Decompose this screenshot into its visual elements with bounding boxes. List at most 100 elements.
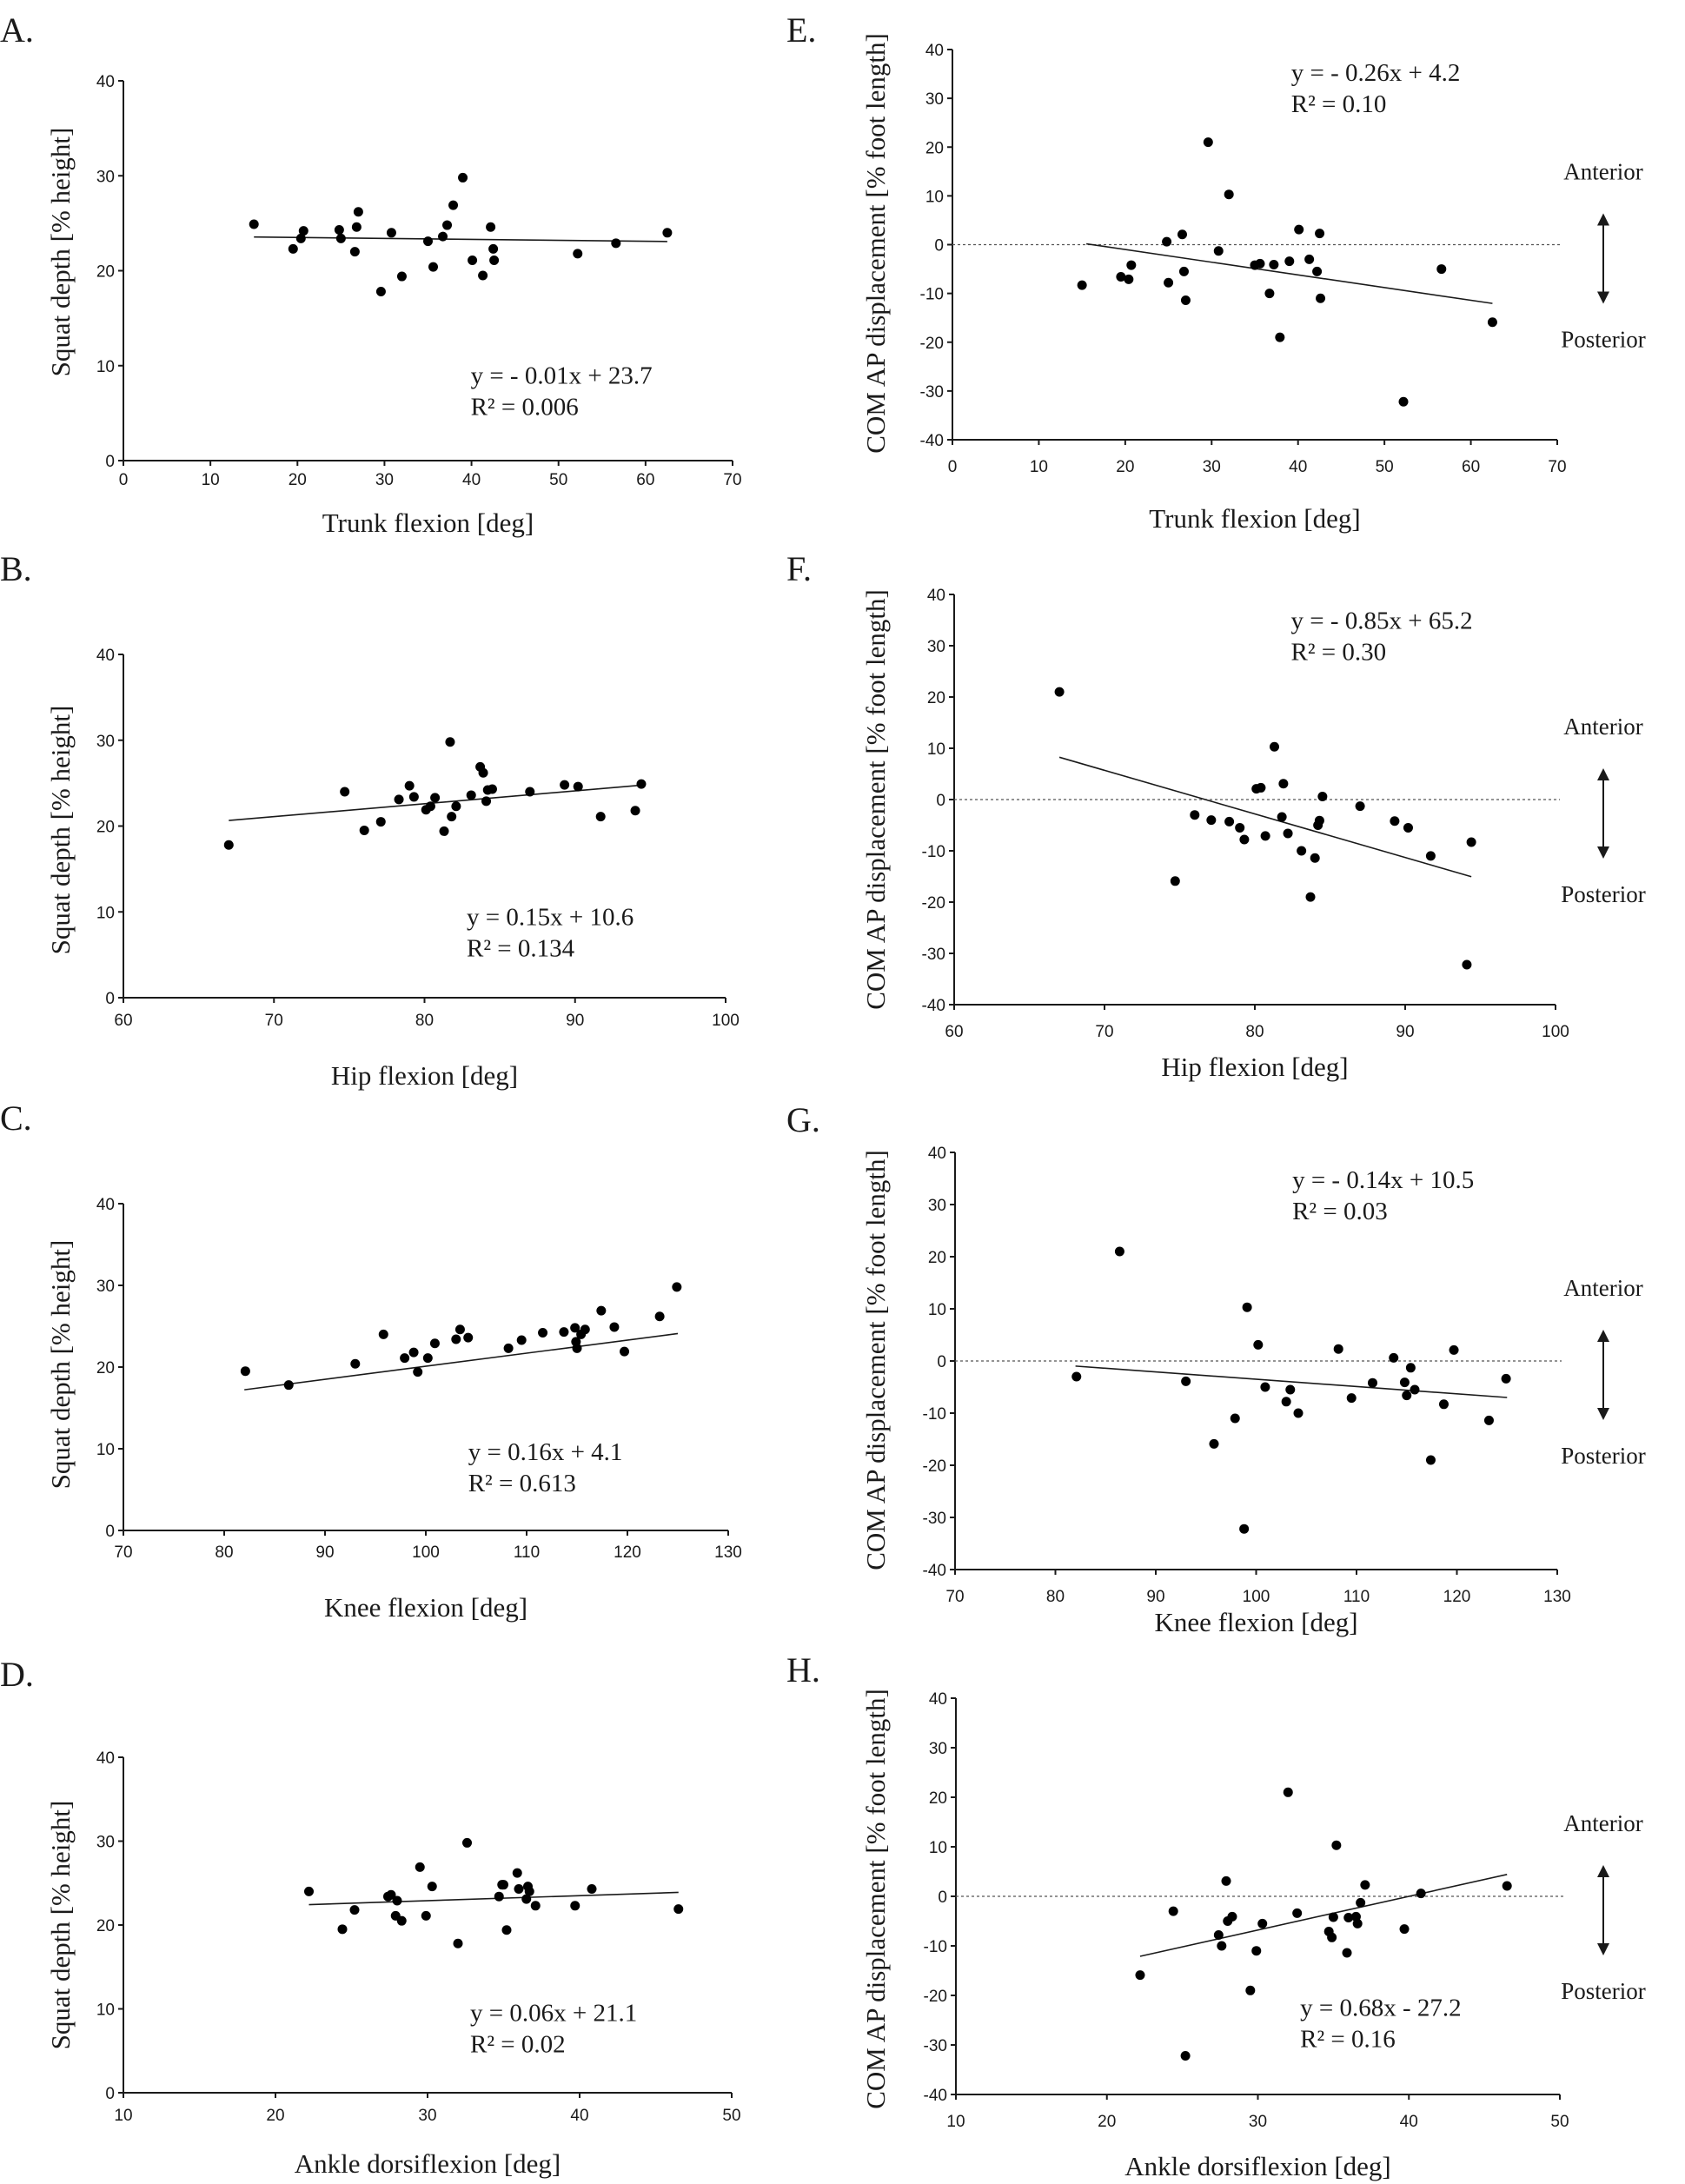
x-tick-label: 40 <box>1289 458 1307 476</box>
x-tick-label: 120 <box>1443 1588 1471 1606</box>
data-point <box>654 1311 665 1322</box>
y-tick-label: 30 <box>96 168 115 186</box>
data-point <box>350 1358 361 1369</box>
x-axis-title: Ankle dorsiflexion [deg] <box>295 2148 561 2179</box>
x-axis-title: Hip flexion [deg] <box>331 1060 518 1091</box>
x-tick-label: 70 <box>723 471 741 489</box>
data-point <box>1398 396 1409 407</box>
chart-panel-h: H. -40 -30 -20 -10 0 10 20 30 40 10 20 30 40 50 Ankle d… <box>786 1650 1646 2181</box>
data-point <box>521 1894 532 1904</box>
y-tick-label: 0 <box>937 1353 946 1371</box>
chart-panel-f: F. -40 -30 -20 -10 0 10 20 30 40 60 70 80 90 100 Hip fl… <box>786 549 1646 1082</box>
x-tick-label: 40 <box>462 471 481 489</box>
data-point <box>1260 831 1270 841</box>
y-axis-title: COM AP displacement [% foot length] <box>860 589 891 1010</box>
y-tick-label: 40 <box>925 42 944 60</box>
data-point <box>423 236 433 247</box>
regression-equation: y = - 0.26x + 4.2 <box>1291 59 1461 87</box>
panel-label: C. <box>0 1099 32 1138</box>
data-point <box>429 1338 440 1349</box>
data-point <box>408 1347 419 1358</box>
x-tick-label: 80 <box>1245 1023 1264 1041</box>
data-point <box>442 220 453 230</box>
y-tick-label: 20 <box>925 139 944 157</box>
y-tick-label: 30 <box>929 1740 947 1758</box>
data-point <box>466 790 476 800</box>
arrow-up-icon <box>1597 1330 1609 1342</box>
data-point <box>1178 266 1189 276</box>
x-axis-title: Knee flexion [deg] <box>324 1592 527 1623</box>
y-tick-label: 20 <box>96 1359 115 1377</box>
y-tick-label: 10 <box>929 1839 947 1857</box>
data-point <box>1405 1363 1416 1373</box>
data-point <box>1390 816 1400 826</box>
data-point <box>1224 189 1234 200</box>
data-point <box>422 1353 433 1364</box>
data-point <box>1054 687 1065 697</box>
data-point <box>516 1335 527 1345</box>
data-point <box>1278 779 1289 789</box>
data-point <box>223 840 234 850</box>
data-point <box>375 817 386 827</box>
x-tick-label: 90 <box>315 1543 334 1562</box>
y-tick-label: -20 <box>924 1988 947 2006</box>
data-point <box>1180 295 1191 305</box>
arrow-down-icon <box>1597 846 1609 859</box>
y-tick-label: -30 <box>922 946 945 964</box>
y-tick-label: 0 <box>936 792 945 810</box>
data-point <box>525 787 535 797</box>
data-point <box>559 1327 569 1338</box>
data-point <box>486 222 496 232</box>
data-point <box>1162 236 1172 247</box>
arrow-up-icon <box>1597 213 1609 226</box>
panel-label: D. <box>0 1655 34 1694</box>
data-point <box>1399 1377 1410 1388</box>
data-point <box>1213 1929 1224 1940</box>
data-point <box>609 1322 620 1332</box>
data-point <box>489 255 500 265</box>
x-tick-label: 30 <box>418 2107 436 2125</box>
x-tick-label: 60 <box>945 1023 963 1041</box>
data-point <box>1416 1889 1426 1899</box>
y-tick-label: 0 <box>938 1889 947 1907</box>
data-point <box>1310 853 1320 863</box>
x-tick-label: 70 <box>1095 1023 1113 1041</box>
regression-line <box>1075 1365 1508 1398</box>
regression-line <box>1139 1874 1508 1957</box>
data-point <box>386 228 396 238</box>
data-point <box>1213 246 1224 256</box>
data-point <box>304 1886 314 1896</box>
r-squared-value: R² = 0.03 <box>1292 1198 1388 1225</box>
y-axis-title: Squat depth [% height] <box>45 128 76 377</box>
data-point <box>1114 1246 1124 1257</box>
data-point <box>1230 1413 1240 1424</box>
data-point <box>1297 846 1307 856</box>
y-tick-label: 40 <box>927 587 945 605</box>
y-tick-label: 30 <box>927 638 945 656</box>
x-axis-title: Trunk flexion [deg] <box>1149 503 1360 534</box>
data-point <box>1449 1344 1459 1355</box>
x-tick-label: 40 <box>570 2107 588 2125</box>
data-point <box>1327 1932 1337 1942</box>
data-point <box>1352 1918 1363 1928</box>
posterior-label: Posterior <box>1561 1978 1646 2004</box>
y-tick-label: 10 <box>96 2001 115 2020</box>
data-point <box>1466 837 1476 847</box>
data-point <box>1257 1918 1268 1928</box>
y-tick-label: 30 <box>928 1197 946 1215</box>
data-point <box>1168 1906 1178 1916</box>
data-point <box>494 1891 504 1902</box>
y-tick-label: 20 <box>928 1249 946 1267</box>
data-point <box>1281 1397 1291 1407</box>
data-point <box>1402 1391 1412 1401</box>
data-point <box>1283 1787 1293 1797</box>
regression-equation: y = 0.15x + 10.6 <box>467 904 634 932</box>
data-point <box>451 801 461 812</box>
anterior-label: Anterior <box>1563 1275 1642 1301</box>
data-point <box>425 801 435 812</box>
data-point <box>1305 892 1316 902</box>
data-point <box>514 1884 524 1895</box>
x-tick-label: 30 <box>1203 458 1221 476</box>
data-point <box>1203 137 1213 148</box>
